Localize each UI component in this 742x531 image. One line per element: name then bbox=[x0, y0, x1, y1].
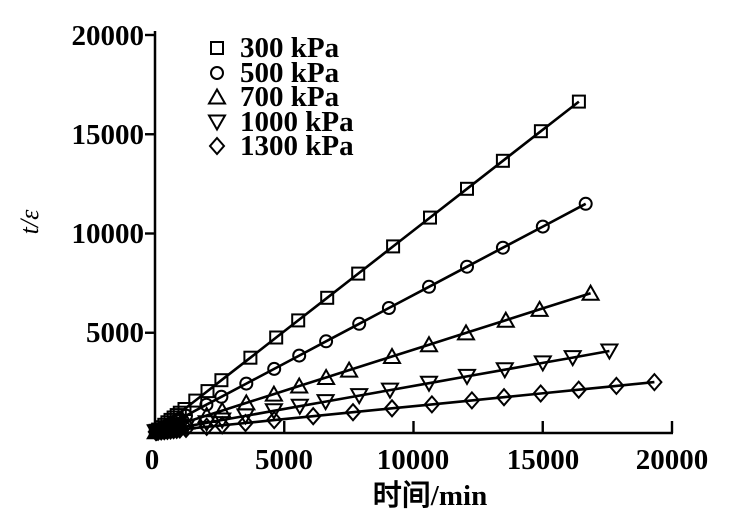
data-point-300-kPa bbox=[460, 181, 474, 196]
series-line-500-kPa bbox=[154, 202, 587, 434]
legend-label-500kPa: 500 kPa bbox=[240, 57, 340, 89]
data-point-1000-kPa bbox=[315, 394, 336, 412]
data-point-1300-kPa bbox=[237, 413, 254, 433]
data-point-500-kPa bbox=[460, 259, 474, 274]
data-point-700-kPa bbox=[289, 376, 309, 394]
data-point-1000-kPa bbox=[380, 382, 400, 400]
data-point-500-kPa bbox=[381, 301, 396, 315]
data-point-1300-kPa bbox=[213, 415, 231, 435]
data-point-500-kPa bbox=[352, 316, 367, 331]
x-axis-title: 时间/min bbox=[373, 479, 487, 512]
legend-label-300kPa: 300 kPa bbox=[240, 32, 340, 64]
legend-marker-square-icon bbox=[210, 41, 224, 55]
data-point-500-kPa bbox=[495, 240, 510, 255]
legend-label-1300kPa: 1300 kPa bbox=[240, 130, 354, 162]
data-point-1000-kPa bbox=[562, 350, 583, 368]
data-point-700-kPa bbox=[316, 367, 336, 385]
data-point-300-kPa bbox=[386, 239, 401, 254]
legend-marker-triangle-up-icon bbox=[207, 87, 227, 105]
data-point-300-kPa bbox=[243, 350, 258, 365]
data-point-1300-kPa bbox=[423, 394, 441, 414]
data-point-1000-kPa bbox=[533, 355, 553, 373]
data-point-300-kPa bbox=[291, 313, 306, 328]
data-point-1300-kPa bbox=[265, 410, 283, 430]
data-point-1300-kPa bbox=[344, 402, 362, 422]
legend-label-1000kPa: 1000 kPa bbox=[240, 106, 354, 138]
data-point-500-kPa bbox=[422, 279, 436, 294]
data-point-1300-kPa bbox=[198, 417, 216, 437]
data-point-300-kPa bbox=[269, 330, 284, 345]
data-point-700-kPa bbox=[529, 299, 550, 317]
data-point-500-kPa bbox=[319, 334, 334, 349]
data-point-1000-kPa bbox=[419, 375, 439, 393]
data-point-1300-kPa bbox=[570, 380, 588, 400]
data-point-700-kPa bbox=[339, 360, 359, 378]
data-point-1300-kPa bbox=[383, 398, 401, 418]
legend-marker-diamond-icon bbox=[208, 136, 226, 156]
data-point-700-kPa bbox=[419, 335, 439, 353]
data-point-1300-kPa bbox=[463, 390, 481, 410]
data-point-1300-kPa bbox=[495, 387, 513, 407]
x-tick-label-20000: 20000 bbox=[636, 444, 709, 476]
data-point-1300-kPa bbox=[171, 419, 189, 440]
axis-ticks bbox=[145, 33, 674, 433]
data-point-300-kPa bbox=[320, 290, 335, 305]
legend-marker-circle-icon bbox=[210, 66, 224, 80]
data-point-500-kPa bbox=[267, 361, 282, 376]
data-point-1000-kPa bbox=[349, 388, 369, 406]
legend-markers bbox=[207, 41, 227, 156]
x-tick-label-5000: 5000 bbox=[255, 444, 313, 476]
data-point-700-kPa bbox=[456, 323, 476, 341]
data-point-1300-kPa bbox=[646, 372, 663, 392]
data-point-300-kPa bbox=[200, 384, 215, 399]
y-tick-label-10000: 10000 bbox=[72, 218, 145, 250]
data-point-1300-kPa bbox=[177, 419, 195, 439]
data-point-300-kPa bbox=[533, 124, 548, 139]
data-point-700-kPa bbox=[382, 346, 402, 364]
data-point-500-kPa bbox=[535, 219, 550, 234]
data-point-300-kPa bbox=[214, 373, 229, 388]
data-point-500-kPa bbox=[239, 376, 254, 391]
data-point-300-kPa bbox=[351, 266, 366, 281]
data-point-300-kPa bbox=[495, 153, 510, 168]
legend-label-700kPa: 700 kPa bbox=[240, 81, 340, 113]
data-point-300-kPa bbox=[571, 94, 586, 109]
data-point-500-kPa bbox=[578, 196, 593, 211]
y-tick-label-5000: 5000 bbox=[86, 317, 144, 349]
data-point-1000-kPa bbox=[599, 343, 620, 361]
data-point-1300-kPa bbox=[532, 383, 550, 404]
y-tick-label-20000: 20000 bbox=[72, 20, 145, 52]
legend-marker-triangle-down-icon bbox=[207, 114, 227, 132]
series-markers bbox=[146, 94, 663, 442]
x-tick-label-15000: 15000 bbox=[507, 444, 580, 476]
data-point-1300-kPa bbox=[304, 406, 322, 426]
data-point-700-kPa bbox=[196, 405, 217, 423]
x-tick-label-10000: 10000 bbox=[377, 444, 450, 476]
y-tick-label-15000: 15000 bbox=[72, 119, 145, 151]
data-point-1000-kPa bbox=[290, 398, 310, 416]
y-axis-title: t/ε bbox=[15, 209, 44, 234]
data-point-500-kPa bbox=[199, 397, 214, 412]
data-point-1000-kPa bbox=[235, 408, 256, 426]
data-point-1000-kPa bbox=[495, 362, 515, 380]
data-point-1000-kPa bbox=[457, 368, 477, 386]
x-tick-label-0: 0 bbox=[145, 444, 160, 476]
data-point-1300-kPa bbox=[608, 376, 625, 396]
data-point-1300-kPa bbox=[165, 420, 182, 440]
data-point-700-kPa bbox=[580, 283, 601, 301]
data-point-500-kPa bbox=[292, 348, 307, 363]
data-point-1000-kPa bbox=[264, 403, 284, 421]
data-point-700-kPa bbox=[264, 384, 284, 402]
data-point-700-kPa bbox=[496, 310, 516, 328]
data-point-300-kPa bbox=[423, 210, 437, 225]
